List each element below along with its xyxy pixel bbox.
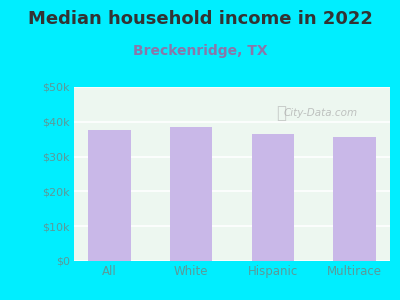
- Bar: [333, 137, 376, 261]
- Text: Median household income in 2022: Median household income in 2022: [28, 11, 372, 28]
- Bar: [170, 127, 212, 261]
- Text: Breckenridge, TX: Breckenridge, TX: [133, 44, 267, 58]
- Text: ⌕: ⌕: [276, 104, 286, 122]
- Bar: [88, 130, 131, 261]
- Bar: [252, 134, 294, 261]
- Text: City-Data.com: City-Data.com: [284, 108, 358, 118]
